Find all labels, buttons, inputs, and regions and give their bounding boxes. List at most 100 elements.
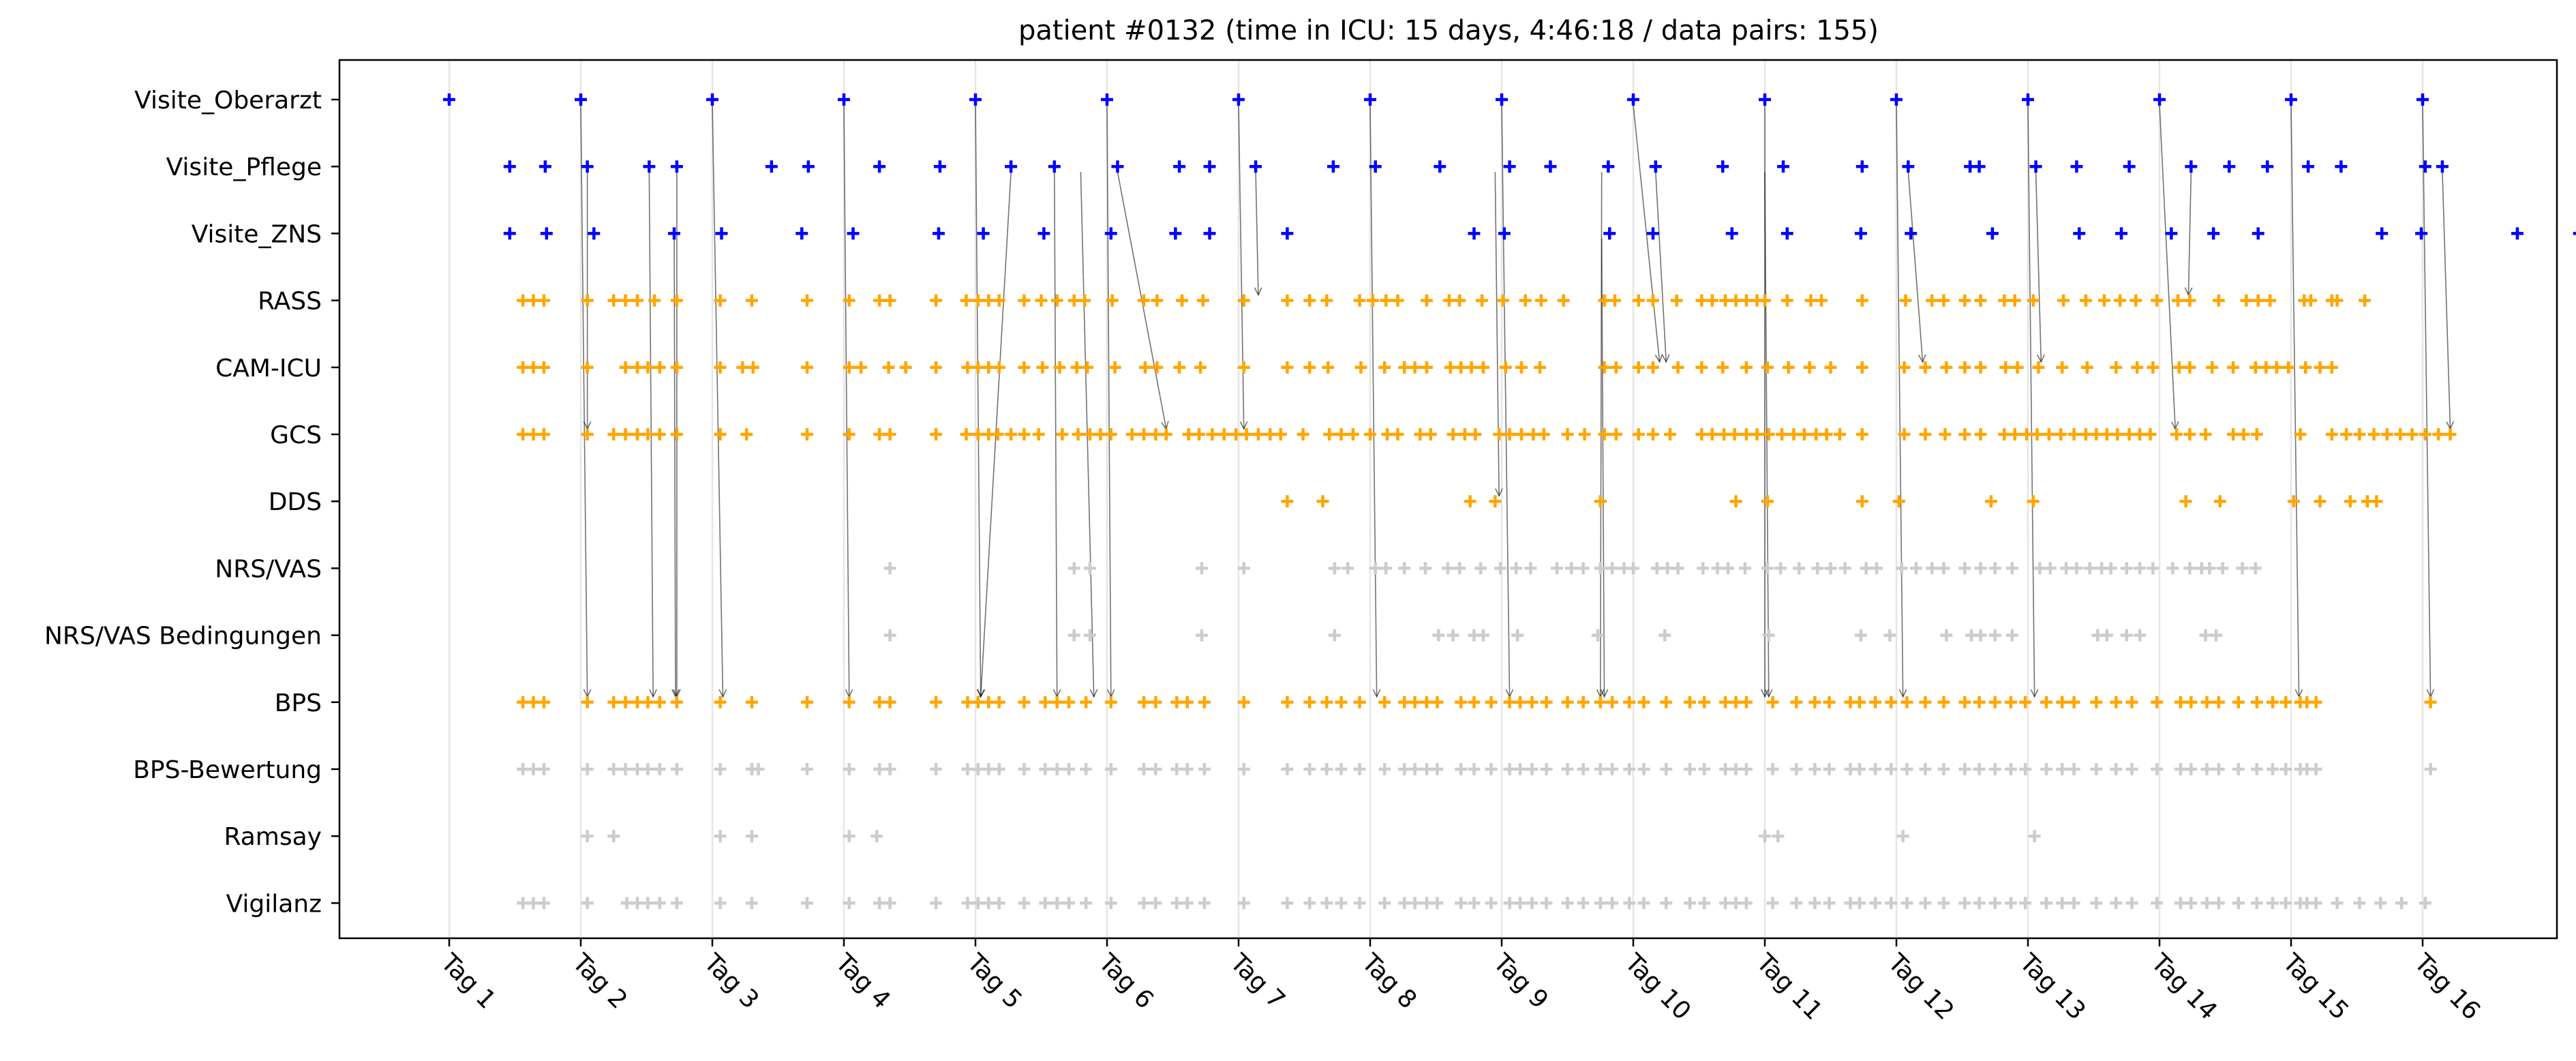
data-point — [1808, 696, 1821, 708]
y-tick-label: NRS/VAS Bedingungen — [44, 623, 322, 651]
data-point — [1078, 294, 1091, 307]
data-point — [2380, 428, 2393, 440]
data-point — [2057, 294, 2070, 307]
data-point — [1455, 763, 1468, 775]
data-point — [2419, 428, 2431, 440]
data-point — [1081, 361, 1094, 374]
data-point — [843, 696, 855, 708]
data-point — [1751, 428, 1763, 440]
data-point — [1551, 562, 1564, 575]
link-line — [2187, 172, 2192, 295]
data-point — [1958, 361, 1971, 374]
data-point — [1323, 428, 1336, 440]
data-point — [1988, 897, 2001, 910]
data-point — [2044, 562, 2057, 575]
data-point — [1138, 428, 1151, 440]
data-point — [752, 763, 765, 775]
link-arrowhead — [1372, 689, 1381, 698]
link-arrowhead — [1600, 689, 1609, 698]
data-point — [2340, 428, 2353, 440]
data-point — [745, 897, 758, 910]
data-point — [1138, 361, 1151, 374]
data-point — [2266, 696, 2279, 708]
data-point — [1898, 428, 1911, 440]
data-point — [1514, 763, 1527, 775]
data-point — [1650, 562, 1663, 575]
data-point — [1335, 763, 1348, 775]
data-point — [1037, 227, 1050, 240]
y-tick-label: BPS-Bewertung — [133, 756, 322, 784]
data-point — [1664, 428, 1677, 440]
data-point — [1759, 93, 1771, 106]
data-point — [537, 294, 550, 307]
data-point — [2285, 93, 2297, 106]
data-point — [930, 897, 943, 910]
data-point — [2416, 93, 2429, 106]
data-point — [883, 428, 896, 440]
data-point — [2266, 897, 2279, 910]
data-point — [1196, 294, 1209, 307]
data-point — [1398, 361, 1411, 374]
y-tick-label: Vigilanz — [226, 890, 322, 918]
data-point — [1138, 897, 1151, 910]
data-point — [607, 428, 620, 440]
data-point — [540, 227, 553, 240]
data-point — [1661, 562, 1674, 575]
data-point — [1464, 495, 1476, 508]
data-point — [982, 294, 995, 307]
data-point — [1035, 294, 1048, 307]
data-point — [2436, 160, 2449, 173]
data-point — [873, 763, 886, 775]
data-point — [1067, 294, 1080, 307]
data-point — [2120, 562, 2133, 575]
data-point — [2270, 361, 2283, 374]
data-point — [1281, 696, 1294, 708]
data-point — [2266, 763, 2279, 775]
data-point — [527, 428, 540, 440]
data-point — [2056, 763, 2069, 775]
data-point — [1070, 361, 1083, 374]
data-point — [1353, 897, 1366, 910]
data-point — [1698, 763, 1711, 775]
data-point — [961, 763, 974, 775]
data-point — [1408, 696, 1421, 708]
data-point — [1623, 696, 1636, 708]
data-point — [1824, 361, 1837, 374]
link-line — [1601, 239, 1605, 697]
data-point — [992, 294, 1005, 307]
data-point — [1281, 763, 1294, 775]
data-point — [1598, 428, 1611, 440]
data-point — [2070, 562, 2083, 575]
data-point — [882, 361, 895, 374]
data-point — [2331, 294, 2344, 307]
link-line — [2290, 104, 2300, 697]
data-point — [1606, 763, 1619, 775]
data-point — [2147, 562, 2160, 575]
data-point — [2040, 696, 2053, 708]
data-point — [581, 830, 594, 843]
data-point — [2079, 428, 2092, 440]
data-point — [1937, 763, 1950, 775]
data-point — [1869, 897, 1882, 910]
data-point — [2200, 897, 2213, 910]
data-point — [1281, 495, 1294, 508]
data-point — [2056, 696, 2069, 708]
data-point — [527, 361, 540, 374]
data-point — [1378, 897, 1391, 910]
data-point — [873, 696, 886, 708]
data-point — [2183, 562, 2196, 575]
data-point — [740, 428, 753, 440]
data-point — [2232, 897, 2245, 910]
data-point — [1683, 763, 1696, 775]
data-point — [1719, 696, 1732, 708]
data-point — [2019, 696, 2032, 708]
data-point — [1591, 629, 1604, 642]
data-point — [1398, 763, 1411, 775]
data-point — [2056, 897, 2069, 910]
data-point — [2216, 562, 2229, 575]
data-point — [607, 294, 620, 307]
data-point — [745, 830, 758, 843]
data-point — [2059, 562, 2072, 575]
data-point — [1623, 763, 1636, 775]
data-point — [2123, 428, 2136, 440]
